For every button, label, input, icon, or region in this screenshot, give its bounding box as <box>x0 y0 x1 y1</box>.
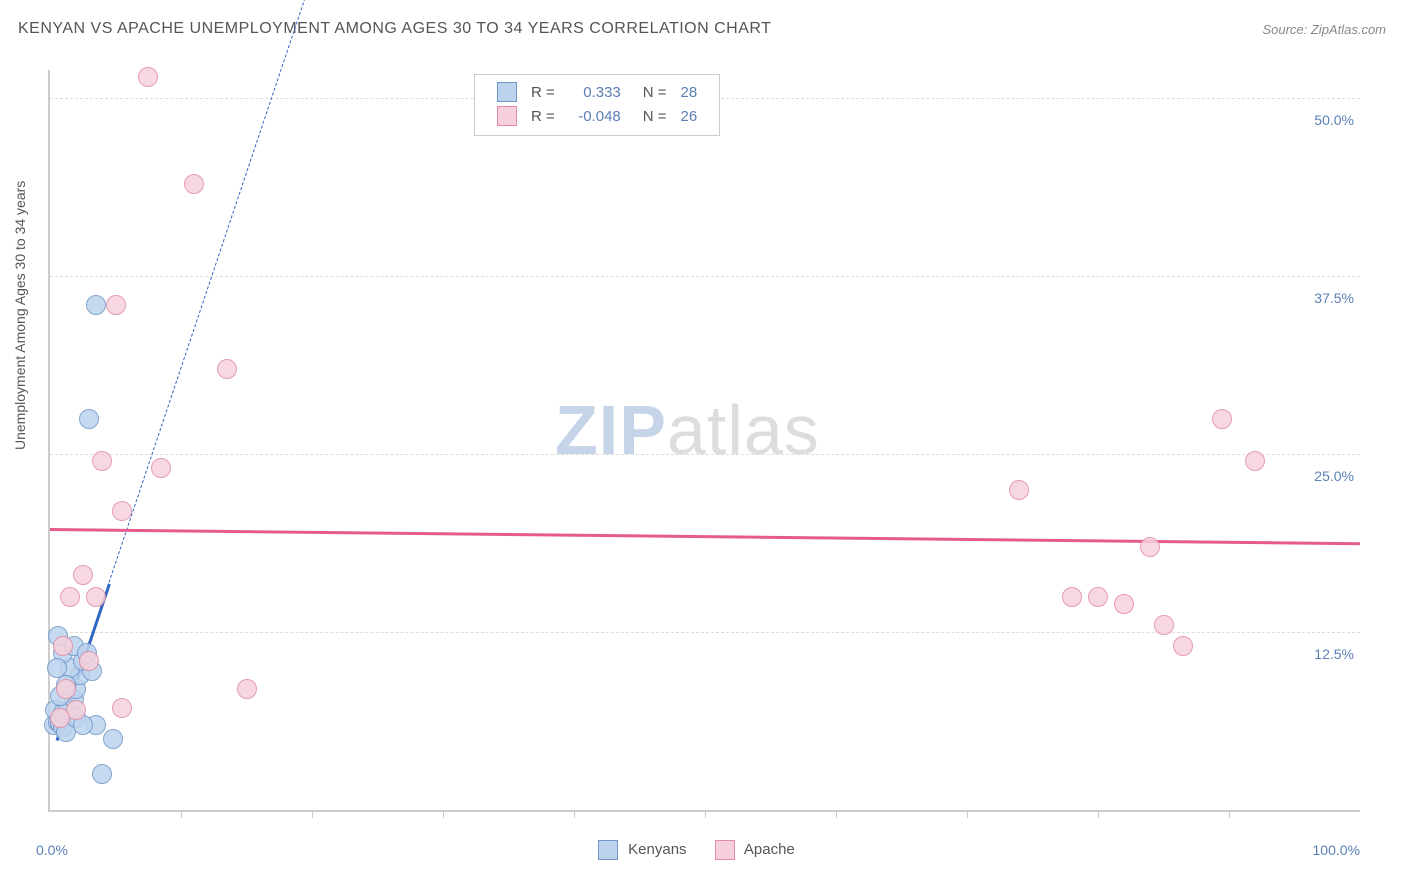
data-point <box>79 409 99 429</box>
x-tick <box>443 810 444 818</box>
x-tick <box>967 810 968 818</box>
data-point <box>53 636 73 656</box>
data-point <box>1062 587 1082 607</box>
data-point <box>1088 587 1108 607</box>
x-tick <box>836 810 837 818</box>
watermark: ZIPatlas <box>555 390 820 470</box>
legend-series-label: Kenyans <box>624 841 687 858</box>
data-point <box>106 295 126 315</box>
data-point <box>56 679 76 699</box>
data-point <box>73 565 93 585</box>
y-tick-label: 12.5% <box>1314 646 1354 662</box>
legend-row: R =0.333N =28 <box>491 81 703 103</box>
x-tick <box>181 810 182 818</box>
legend-row: R =-0.048N =26 <box>491 105 703 127</box>
y-axis-label: Unemployment Among Ages 30 to 34 years <box>12 181 28 450</box>
data-point <box>112 698 132 718</box>
legend-n-value: 28 <box>675 81 704 103</box>
data-point <box>79 651 99 671</box>
legend-r-label: R = <box>525 105 561 127</box>
data-point <box>151 458 171 478</box>
legend-n-label: N = <box>629 81 673 103</box>
watermark-atlas: atlas <box>667 391 820 469</box>
source-attribution: Source: ZipAtlas.com <box>1262 22 1386 37</box>
gridline <box>50 276 1360 277</box>
legend-n-value: 26 <box>675 105 704 127</box>
legend-swatch <box>598 840 618 860</box>
gridline <box>50 454 1360 455</box>
x-tick <box>574 810 575 818</box>
data-point <box>92 764 112 784</box>
data-point <box>237 679 257 699</box>
regression-line <box>108 0 391 583</box>
y-tick-label: 50.0% <box>1314 112 1354 128</box>
legend-r-label: R = <box>525 81 561 103</box>
x-tick <box>1229 810 1230 818</box>
series-legend: Kenyans Apache <box>580 840 805 860</box>
correlation-legend-table: R =0.333N =28R =-0.048N =26 <box>489 79 705 129</box>
x-tick-label: 0.0% <box>36 842 68 858</box>
data-point <box>1212 409 1232 429</box>
legend-swatch <box>497 106 517 126</box>
data-point <box>1140 537 1160 557</box>
scatter-plot-area: ZIPatlas 12.5%25.0%37.5%50.0%0.0%100.0% <box>48 70 1360 812</box>
legend-swatch <box>715 840 735 860</box>
x-tick <box>705 810 706 818</box>
legend-series-label: Apache <box>741 841 795 858</box>
chart-title: KENYAN VS APACHE UNEMPLOYMENT AMONG AGES… <box>18 20 771 38</box>
y-tick-label: 37.5% <box>1314 290 1354 306</box>
data-point <box>184 174 204 194</box>
data-point <box>1245 451 1265 471</box>
correlation-legend: R =0.333N =28R =-0.048N =26 <box>474 74 720 136</box>
data-point <box>1009 480 1029 500</box>
data-point <box>1173 636 1193 656</box>
data-point <box>217 359 237 379</box>
x-tick-label: 100.0% <box>1313 842 1360 858</box>
data-point <box>1114 594 1134 614</box>
x-tick <box>1098 810 1099 818</box>
data-point <box>60 587 80 607</box>
data-point <box>86 587 106 607</box>
data-point <box>92 451 112 471</box>
data-point <box>138 67 158 87</box>
legend-n-label: N = <box>629 105 673 127</box>
data-point <box>50 708 70 728</box>
legend-swatch <box>497 82 517 102</box>
data-point <box>86 295 106 315</box>
data-point <box>1154 615 1174 635</box>
data-point <box>112 501 132 521</box>
x-tick <box>312 810 313 818</box>
legend-r-value: -0.048 <box>563 105 627 127</box>
regression-line <box>50 528 1360 545</box>
y-tick-label: 25.0% <box>1314 468 1354 484</box>
data-point <box>103 729 123 749</box>
legend-r-value: 0.333 <box>563 81 627 103</box>
watermark-zip: ZIP <box>555 391 667 469</box>
